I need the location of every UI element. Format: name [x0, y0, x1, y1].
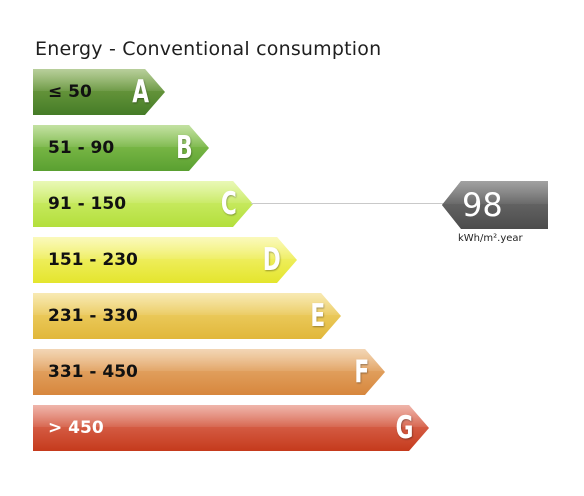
rating-connector-line: [251, 203, 446, 204]
rating-letter-b: B: [176, 130, 193, 166]
rating-bar-d: 151 - 230 D: [33, 237, 297, 283]
rating-bar-f: 331 - 450 F: [33, 349, 385, 395]
consumption-value: 98: [462, 186, 503, 224]
rating-bar-c: 91 - 150 C: [33, 181, 253, 227]
rating-letter-e: E: [310, 298, 325, 334]
rating-range-a: ≤ 50: [48, 82, 92, 102]
chart-title: Energy - Conventional consumption: [35, 38, 382, 60]
rating-range-c: 91 - 150: [48, 194, 127, 214]
rating-range-e: 231 - 330: [48, 306, 138, 326]
rating-bar-a: ≤ 50 A: [33, 69, 165, 115]
rating-letter-d: D: [262, 242, 281, 278]
consumption-unit: kWh/m².year: [458, 233, 523, 244]
rating-bar-g: > 450 G: [33, 405, 429, 451]
rating-letter-a: A: [132, 74, 149, 110]
rating-range-f: 331 - 450: [48, 362, 138, 382]
rating-letter-g: G: [395, 410, 413, 446]
rating-bar-e: 231 - 330 E: [33, 293, 341, 339]
rating-range-d: 151 - 230: [48, 250, 138, 270]
rating-letter-c: C: [221, 186, 237, 222]
rating-range-b: 51 - 90: [48, 138, 115, 158]
rating-bar-b: 51 - 90 B: [33, 125, 209, 171]
rating-range-g: > 450: [48, 418, 104, 438]
consumption-value-badge: 98: [442, 181, 548, 229]
rating-letter-f: F: [354, 354, 369, 390]
